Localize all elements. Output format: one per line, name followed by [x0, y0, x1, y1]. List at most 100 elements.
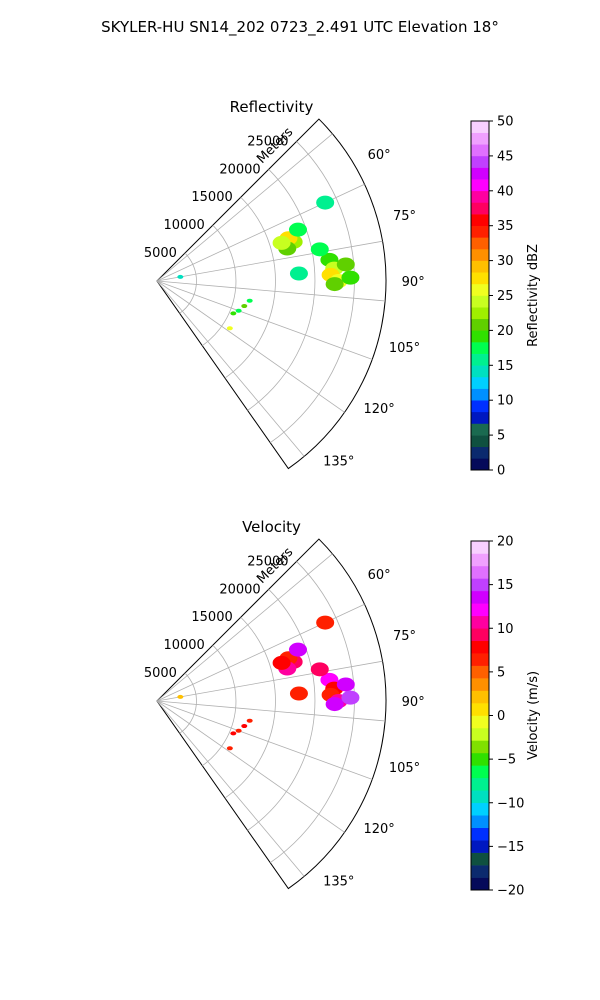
colorbar-segment [471, 388, 489, 401]
colorbar-segment [471, 446, 489, 459]
colorbar-tick-label: 20 [497, 324, 514, 339]
colorbar-segment [471, 877, 489, 891]
colorbar-segment [471, 653, 489, 666]
azimuth-gridline [156, 700, 305, 877]
azimuth-gridline [156, 280, 386, 302]
echo-cell [246, 718, 253, 723]
panel-title: Velocity [242, 518, 301, 536]
echo-cell [316, 195, 335, 210]
colorbar-segment [471, 318, 489, 331]
colorbar-tick-label: 0 [497, 464, 505, 479]
colorbar-segment [471, 678, 489, 691]
colorbar-segment [471, 342, 489, 354]
azimuth-tick-label: 120° [363, 402, 394, 417]
colorbar-segment [471, 703, 489, 716]
colorbar-segment [471, 400, 489, 413]
echo-cell [289, 266, 308, 281]
colorbar-segment [471, 690, 489, 704]
colorbar-segment [471, 840, 489, 853]
colorbar-tick-label: −20 [497, 884, 524, 899]
colorbar-segment [471, 827, 489, 841]
azimuth-tick-label: 90° [402, 275, 425, 290]
echo-cell [336, 257, 355, 272]
colorbar-tick-label: 50 [497, 115, 514, 130]
echo-cell [177, 694, 184, 699]
colorbar-segment [471, 590, 489, 604]
colorbar-segment [471, 237, 489, 250]
echo-cell [310, 242, 329, 257]
azimuth-tick-label: 105° [389, 761, 420, 776]
colorbar-segment [471, 179, 489, 192]
colorbar-segment [471, 752, 489, 766]
radial-tick-label: 25000 [247, 134, 288, 149]
colorbar-segment [471, 144, 489, 157]
azimuth-gridline [156, 660, 383, 702]
colorbar-segment [471, 260, 489, 273]
echo-cell [325, 277, 344, 292]
echo-cell [235, 728, 242, 733]
colorbar-segment [471, 330, 489, 343]
figure-suptitle: SKYLER-HU SN14_202 0723_2.491 UTC Elevat… [101, 18, 499, 37]
azimuth-tick-label: 135° [323, 455, 354, 470]
colorbar-segment [471, 376, 489, 389]
azimuth-gridline [156, 553, 333, 702]
colorbar-segment [471, 202, 489, 215]
colorbar-segment [471, 132, 489, 145]
colorbar-tick-label: 30 [497, 254, 514, 269]
radial-tick-label: 10000 [163, 638, 204, 653]
echo-cell [246, 298, 253, 303]
colorbar-segment [471, 802, 489, 816]
echo-cell [288, 642, 307, 657]
azimuth-tick-label: 60° [368, 148, 391, 163]
azimuth-gridline [156, 700, 345, 833]
radial-tick-label: 10000 [163, 218, 204, 233]
echo-cell [316, 615, 335, 630]
echo-cell [226, 746, 233, 751]
colorbar-segment [471, 190, 489, 203]
colorbar-segment [471, 815, 489, 828]
echo-cell [341, 690, 360, 705]
azimuth-gridline [156, 700, 386, 722]
colorbar-tick-label: 35 [497, 219, 514, 234]
colorbar-segment [471, 777, 489, 791]
colorbar-segment [471, 225, 489, 238]
colorbar-segment [471, 167, 489, 180]
colorbar-tick-label: 15 [497, 578, 514, 593]
echo-cell [226, 326, 233, 331]
azimuth-gridline [156, 133, 333, 282]
azimuth-tick-label: 90° [402, 695, 425, 710]
azimuth-tick-label: 75° [393, 629, 416, 644]
colorbar-segment [471, 615, 489, 629]
echo-cell [310, 662, 329, 677]
echo-cell [272, 655, 291, 670]
colorbar-label: Reflectivity dBZ [526, 244, 541, 347]
radial-tick-label: 5000 [144, 666, 177, 681]
echo-cell [336, 677, 355, 692]
radial-tick-label: 15000 [191, 610, 232, 625]
radar-panels: Reflectivity500010000150002000025000Mete… [144, 98, 541, 899]
colorbar-segment [471, 852, 489, 866]
radial-tick-label: 20000 [219, 162, 260, 177]
colorbar-tick-label: −5 [497, 753, 516, 768]
echo-cell [235, 308, 242, 313]
colorbar: −20 −15 −10 −5 0 5 10 15 20 Velocity (m/s) [470, 535, 541, 899]
colorbar-tick-label: 45 [497, 149, 514, 164]
colorbar-segment [471, 565, 489, 579]
echo-cell [288, 222, 307, 237]
colorbar-tick-label: −10 [497, 796, 524, 811]
azimuth-tick-label: 75° [393, 209, 416, 224]
colorbar-segment [471, 541, 489, 554]
echo-cell [177, 274, 184, 279]
azimuth-gridline [156, 240, 383, 282]
colorbar-segment [471, 283, 489, 296]
colorbar-segment [471, 553, 489, 567]
colorbar-segment [471, 248, 489, 261]
azimuth-tick-label: 60° [368, 568, 391, 583]
colorbar-segment [471, 295, 489, 308]
colorbar-segment [471, 603, 489, 617]
colorbar-segment [471, 423, 489, 436]
colorbar-segment [471, 272, 489, 285]
radial-tick-label: 20000 [219, 582, 260, 597]
colorbar-tick-label: 0 [497, 709, 505, 724]
colorbar-segment [471, 727, 489, 741]
